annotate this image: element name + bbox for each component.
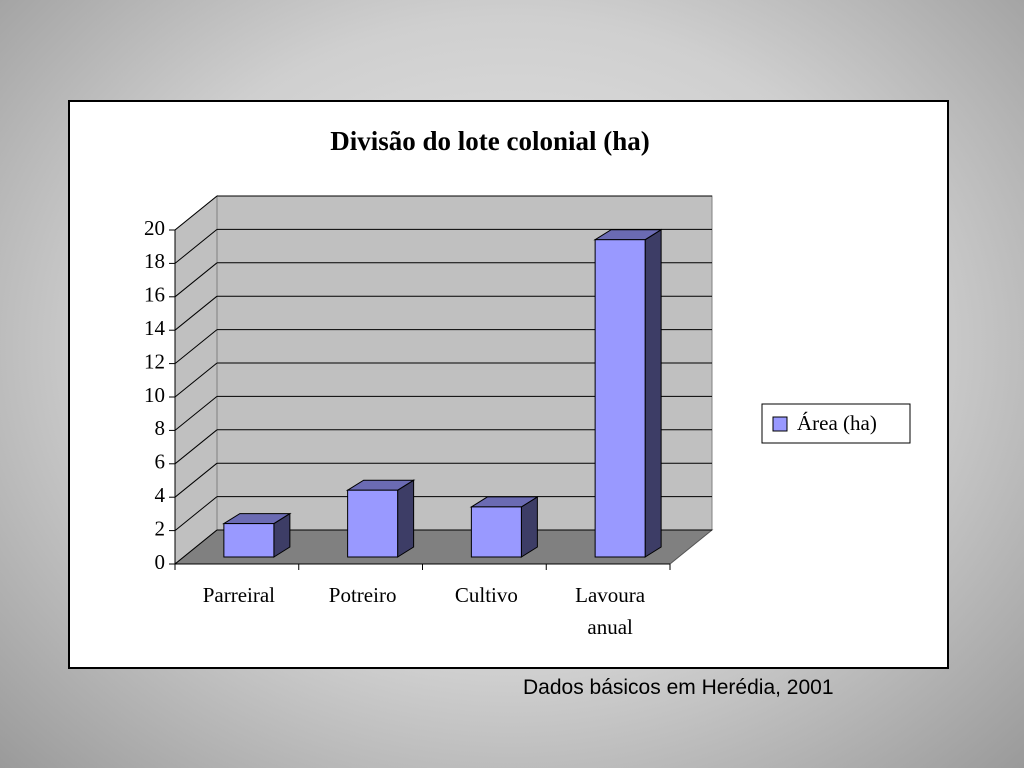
grid-line <box>174 462 218 498</box>
bar <box>223 523 275 558</box>
bar-side <box>397 479 415 558</box>
y-tick-label: 16 <box>144 283 165 307</box>
y-tick-label: 8 <box>155 416 166 440</box>
bar-side <box>644 228 662 558</box>
grid-line <box>174 396 218 431</box>
grid-line <box>174 362 218 398</box>
y-tick-label: 10 <box>144 383 165 407</box>
x-tick-label: Parreiral <box>202 583 276 607</box>
y-tick-label: 12 <box>144 349 165 373</box>
grid-line <box>174 329 218 364</box>
y-tick-label: 4 <box>155 483 166 507</box>
x-tick-label: Lavoura anual <box>575 583 646 639</box>
y-tick-label: 0 <box>155 550 166 574</box>
y-tick-label: 18 <box>144 249 165 273</box>
grid-line <box>174 262 218 298</box>
legend-label: Área (ha) <box>797 411 877 435</box>
plot: 0 2 4 6 8 10 12 14 16 18 20 Área (ha) <box>144 194 911 574</box>
grid-line <box>174 529 218 565</box>
grid-line <box>174 429 218 465</box>
y-tick-label: 2 <box>155 516 166 540</box>
grid-line <box>174 496 218 531</box>
y-tick-label: 6 <box>155 450 166 474</box>
source-note: Dados básicos em Herédia, 2001 <box>523 676 834 699</box>
bar <box>594 239 646 558</box>
x-tick-label: Potreiro <box>328 583 397 607</box>
bar <box>347 489 399 558</box>
bar <box>470 506 522 558</box>
chart-title: Divisão do lote colonial (ha) <box>330 126 650 156</box>
grid-line <box>174 295 218 331</box>
y-tick-label: 14 <box>144 316 166 340</box>
x-tick-label: Cultivo <box>454 583 518 607</box>
grid-line <box>174 195 218 231</box>
y-tick-label: 20 <box>144 216 165 240</box>
legend-swatch <box>772 416 788 432</box>
grid-line <box>174 229 218 264</box>
